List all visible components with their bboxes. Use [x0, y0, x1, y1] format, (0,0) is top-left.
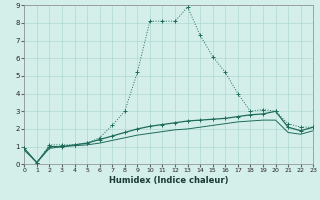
X-axis label: Humidex (Indice chaleur): Humidex (Indice chaleur): [109, 176, 228, 185]
